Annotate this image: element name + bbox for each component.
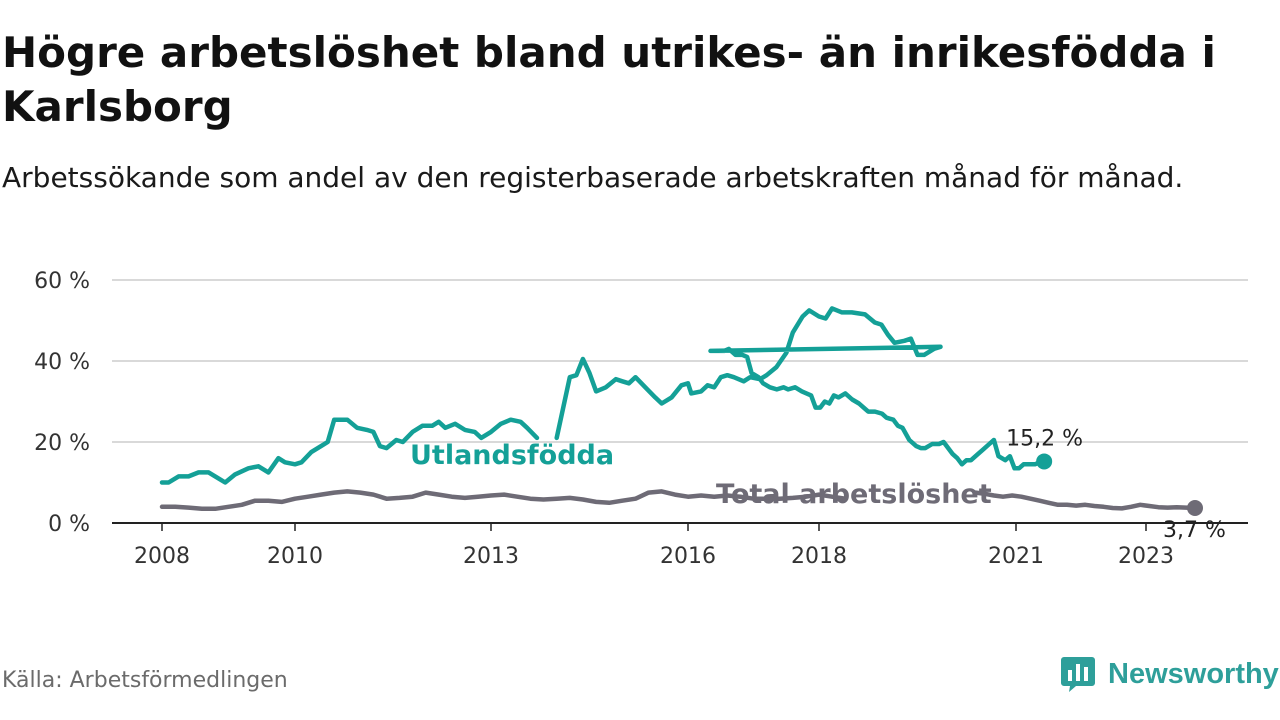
line-chart: 0 % 20 % 40 % 60 % 2008 2010 2013 2016 2018 2021 2… bbox=[34, 269, 1248, 569]
series-line-utlandsfödda bbox=[159, 417, 540, 485]
y-tick-label: 20 % bbox=[34, 431, 90, 456]
end-value-label: 3,7 % bbox=[1163, 518, 1226, 543]
x-tick-label: 2008 bbox=[134, 544, 190, 569]
y-tick-label: 40 % bbox=[34, 350, 90, 375]
x-tick-label: 2023 bbox=[1118, 544, 1174, 569]
x-tick-label: 2021 bbox=[988, 544, 1044, 569]
series-line-total-arbetslöshet bbox=[973, 490, 1198, 511]
brand-logo[interactable]: Newsworthy bbox=[1060, 654, 1279, 694]
series-line-total-arbetslöshet bbox=[159, 489, 848, 512]
chart-title: Högre arbetslöshet bland utrikes- än inr… bbox=[2, 28, 1216, 131]
x-tick-label: 2016 bbox=[660, 544, 716, 569]
y-tick-label: 0 % bbox=[48, 512, 90, 537]
end-point-marker bbox=[1187, 500, 1203, 517]
end-value-label: 15,2 % bbox=[1006, 426, 1083, 451]
chart-subtitle: Arbetssökande som andel av den registerb… bbox=[2, 161, 1184, 194]
series-label-total: Total arbetslöshet bbox=[716, 479, 992, 510]
source-note: Källa: Arbetsförmedlingen bbox=[2, 668, 288, 693]
end-point-marker bbox=[1036, 453, 1053, 470]
brand-name: Newsworthy bbox=[1108, 657, 1279, 690]
series-line-utlandsfödda bbox=[554, 306, 1047, 471]
series-label-utlandsfodda: Utlandsfödda bbox=[410, 440, 614, 471]
x-tick-label: 2018 bbox=[791, 544, 847, 569]
x-tick-label: 2010 bbox=[267, 544, 323, 569]
y-tick-label: 60 % bbox=[34, 269, 90, 294]
newsworthy-logo-icon bbox=[1061, 657, 1095, 692]
x-tick-label: 2013 bbox=[463, 544, 519, 569]
